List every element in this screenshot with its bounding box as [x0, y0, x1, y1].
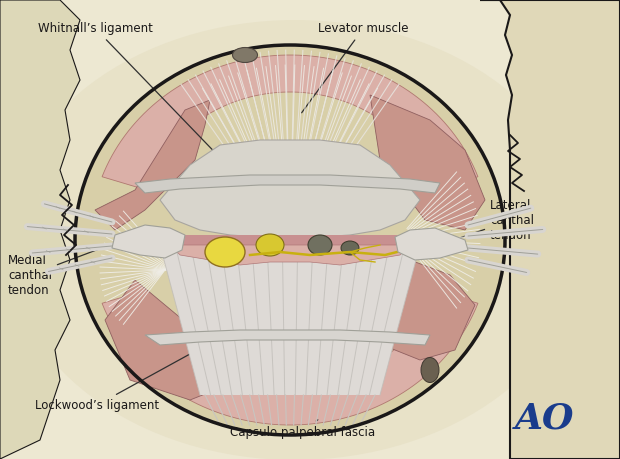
Text: Medial
canthal
tendon: Medial canthal tendon: [8, 244, 112, 297]
Polygon shape: [135, 175, 440, 193]
Polygon shape: [112, 225, 185, 258]
Text: AO: AO: [515, 401, 575, 435]
Polygon shape: [165, 245, 410, 265]
Ellipse shape: [205, 237, 245, 267]
Polygon shape: [395, 228, 468, 260]
Polygon shape: [102, 291, 478, 425]
Polygon shape: [0, 0, 80, 459]
Ellipse shape: [5, 20, 585, 459]
Polygon shape: [160, 245, 420, 395]
Polygon shape: [160, 140, 420, 237]
Text: Capsulo palpebral fascia: Capsulo palpebral fascia: [230, 420, 375, 438]
Polygon shape: [370, 95, 485, 230]
Ellipse shape: [256, 234, 284, 256]
Polygon shape: [105, 280, 220, 400]
Polygon shape: [95, 100, 210, 230]
Ellipse shape: [341, 241, 359, 255]
Polygon shape: [480, 0, 620, 459]
Polygon shape: [370, 260, 475, 360]
Text: Levator muscle: Levator muscle: [302, 22, 409, 113]
Ellipse shape: [75, 45, 505, 435]
Ellipse shape: [308, 235, 332, 255]
Polygon shape: [160, 235, 420, 250]
Text: Lockwood’s ligament: Lockwood’s ligament: [35, 344, 208, 412]
Ellipse shape: [421, 358, 439, 382]
Ellipse shape: [232, 47, 257, 62]
Polygon shape: [102, 55, 478, 190]
Text: Lateral
canthal
tendon: Lateral canthal tendon: [448, 198, 534, 242]
Text: Whitnall’s ligament: Whitnall’s ligament: [38, 22, 228, 166]
Polygon shape: [145, 330, 430, 345]
